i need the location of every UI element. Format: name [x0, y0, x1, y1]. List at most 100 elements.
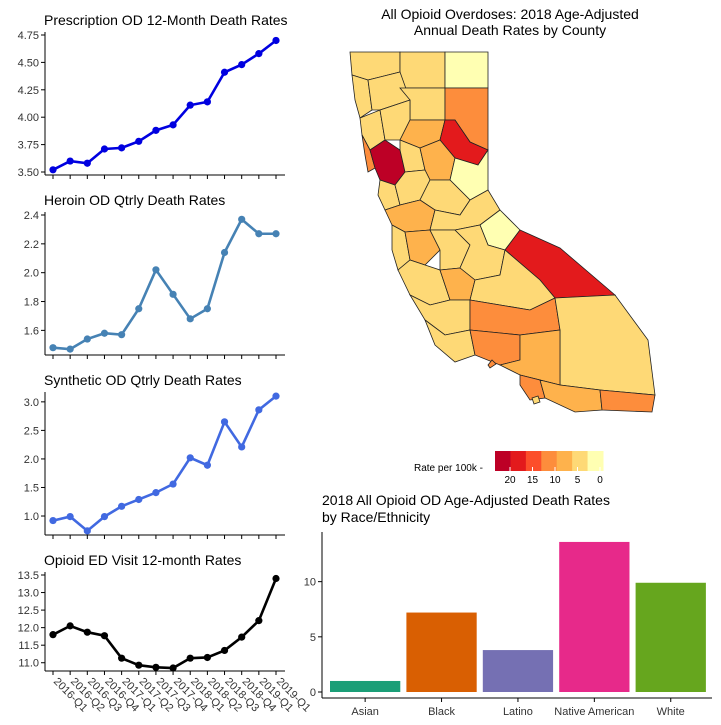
series-line: [52, 217, 276, 351]
data-point: [118, 331, 126, 339]
data-point: [169, 290, 177, 298]
x-tick-label: Black: [428, 706, 455, 718]
data-point: [152, 663, 160, 671]
legend-tick-label: 5: [575, 475, 581, 486]
data-point: [66, 345, 74, 353]
county-shape: [599, 389, 656, 413]
y-tick-label: 4.50: [18, 57, 39, 69]
data-point: [83, 335, 91, 343]
data-point: [272, 36, 280, 45]
bar-latino: [482, 650, 554, 692]
data-point: [186, 315, 194, 323]
data-point: [186, 654, 194, 662]
county-shape: [399, 51, 446, 89]
data-point: [272, 574, 280, 583]
y-tick-label: 1.0: [24, 511, 39, 523]
y-tick-label: 3.50: [18, 167, 39, 179]
county-shape: [554, 294, 656, 396]
data-point: [66, 622, 74, 630]
y-tick-label: 4.75: [18, 30, 39, 42]
data-point: [169, 121, 177, 129]
data-point: [83, 159, 91, 167]
data-point: [152, 266, 160, 274]
data-point: [100, 329, 109, 337]
data-point: [203, 653, 211, 662]
data-point: [186, 101, 194, 109]
county-shape: [361, 134, 376, 173]
data-point: [49, 516, 57, 525]
legend-color-swatch: [541, 451, 558, 471]
x-tick-label: Latino: [503, 706, 533, 718]
y-tick-label: 1.6: [24, 325, 39, 337]
y-tick-label: 12.5: [18, 605, 39, 617]
data-point: [238, 215, 246, 223]
series-line: [52, 39, 277, 171]
data-point: [49, 166, 57, 174]
data-point: [169, 480, 177, 488]
x-tick-label: White: [657, 706, 685, 718]
prescription-chart-title: Prescription OD 12-Month Death Rates: [44, 12, 288, 28]
data-point: [272, 230, 280, 238]
data-point: [255, 50, 263, 58]
x-tick-label: Native American: [554, 706, 634, 718]
data-point: [100, 632, 109, 640]
county-shape: [404, 229, 441, 266]
line-chart-panel-2: 1.6 1.8 2.0 2.2 2.4: [24, 210, 285, 359]
data-point: [169, 664, 177, 672]
data-point: [238, 443, 246, 451]
y-tick-label: 4.25: [18, 85, 39, 97]
y-tick-label: 3.0: [24, 397, 39, 409]
y-tick-label: 2.2: [24, 239, 39, 251]
data-point: [203, 305, 211, 313]
y-tick-label: 1.8: [24, 297, 39, 309]
data-point: [152, 489, 160, 497]
y-tick-label: 2.5: [24, 425, 39, 437]
data-point: [220, 68, 229, 76]
county-shape: [487, 359, 497, 369]
california-county-map: [349, 51, 656, 413]
data-point: [135, 661, 143, 669]
bar-white: [635, 582, 706, 692]
heroin-chart-title: Heroin OD Qtrly Death Rates: [44, 192, 225, 208]
map-legend-colorbar: 20 15 10 5 0: [495, 451, 604, 486]
data-point: [238, 60, 246, 69]
y-tick-label: 3.75: [18, 140, 39, 152]
data-point: [203, 98, 211, 106]
y-tick-label: 11.0: [18, 658, 39, 670]
data-point: [83, 527, 91, 535]
line-chart-panel-3: 1.0 1.5 2.0 2.5 3.0: [24, 392, 285, 539]
data-point: [220, 248, 229, 257]
synthetic-chart-title: Synthetic OD Qtrly Death Rates: [44, 372, 242, 388]
data-point: [220, 646, 229, 655]
y-tick-label: 4.00: [18, 112, 39, 124]
bar-chart-title-line-2: by Race/Ethnicity: [322, 509, 430, 525]
data-point: [255, 617, 263, 625]
legend-tick-label: 15: [527, 475, 539, 486]
y-tick-label: 1.5: [24, 482, 39, 494]
data-point: [255, 406, 263, 414]
line-chart-panel-1: 3.50 3.75 4.00 4.25 4.50 4.75: [18, 30, 285, 179]
county-shape: [351, 74, 373, 119]
data-point: [49, 344, 57, 352]
legend-tick-label: 20: [504, 475, 516, 486]
legend-color-swatch: [495, 451, 511, 471]
y-tick-label: 11.5: [18, 640, 39, 652]
data-point: [118, 502, 126, 510]
data-point: [66, 512, 74, 521]
bar-chart-title-line-1: 2018 All Opioid OD Age-Adjusted Death Ra…: [322, 492, 610, 508]
legend-color-swatch: [572, 451, 589, 471]
data-point: [186, 454, 194, 462]
data-point: [100, 145, 109, 153]
line-chart-panel-4: 11.011.512.012.513.013.52016-Q12016-Q220…: [18, 570, 313, 714]
y-tick-label: 0: [310, 687, 316, 699]
map-legend-title: Rate per 100k -: [414, 463, 483, 474]
data-point: [83, 628, 91, 636]
y-tick-label: 12.0: [18, 623, 39, 635]
map-title-line-2: Annual Death Rates by County: [414, 22, 606, 38]
data-point: [49, 631, 57, 639]
y-tick-label: 13.0: [18, 588, 39, 600]
data-point: [118, 144, 126, 152]
x-tick-label: Asian: [351, 706, 379, 718]
data-point: [255, 230, 263, 238]
series-line: [52, 578, 278, 670]
